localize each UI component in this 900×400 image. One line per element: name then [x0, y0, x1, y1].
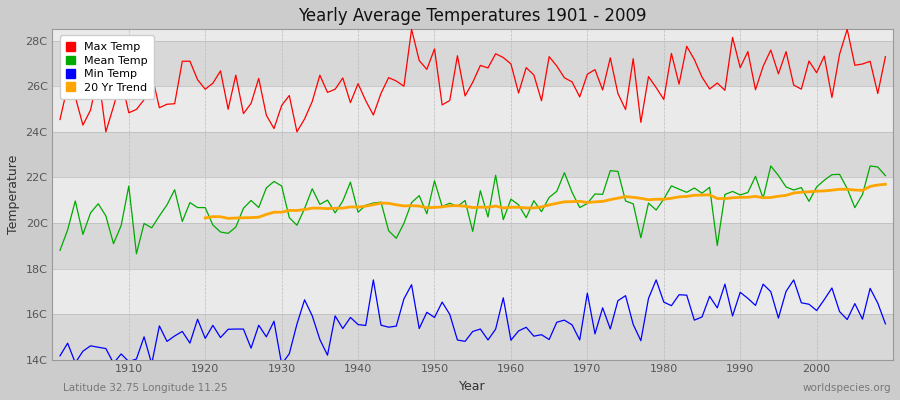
- Bar: [52, 177, 893, 223]
- Bar: [52, 86, 893, 132]
- Y-axis label: Temperature: Temperature: [7, 155, 20, 234]
- Text: worldspecies.org: worldspecies.org: [803, 383, 891, 393]
- Bar: [52, 268, 893, 314]
- Bar: [52, 132, 893, 177]
- Bar: [52, 223, 893, 268]
- X-axis label: Year: Year: [459, 380, 486, 393]
- Legend: Max Temp, Mean Temp, Min Temp, 20 Yr Trend: Max Temp, Mean Temp, Min Temp, 20 Yr Tre…: [59, 36, 154, 99]
- Title: Yearly Average Temperatures 1901 - 2009: Yearly Average Temperatures 1901 - 2009: [299, 7, 647, 25]
- Text: Latitude 32.75 Longitude 11.25: Latitude 32.75 Longitude 11.25: [63, 383, 228, 393]
- Bar: [52, 41, 893, 86]
- Bar: [52, 314, 893, 360]
